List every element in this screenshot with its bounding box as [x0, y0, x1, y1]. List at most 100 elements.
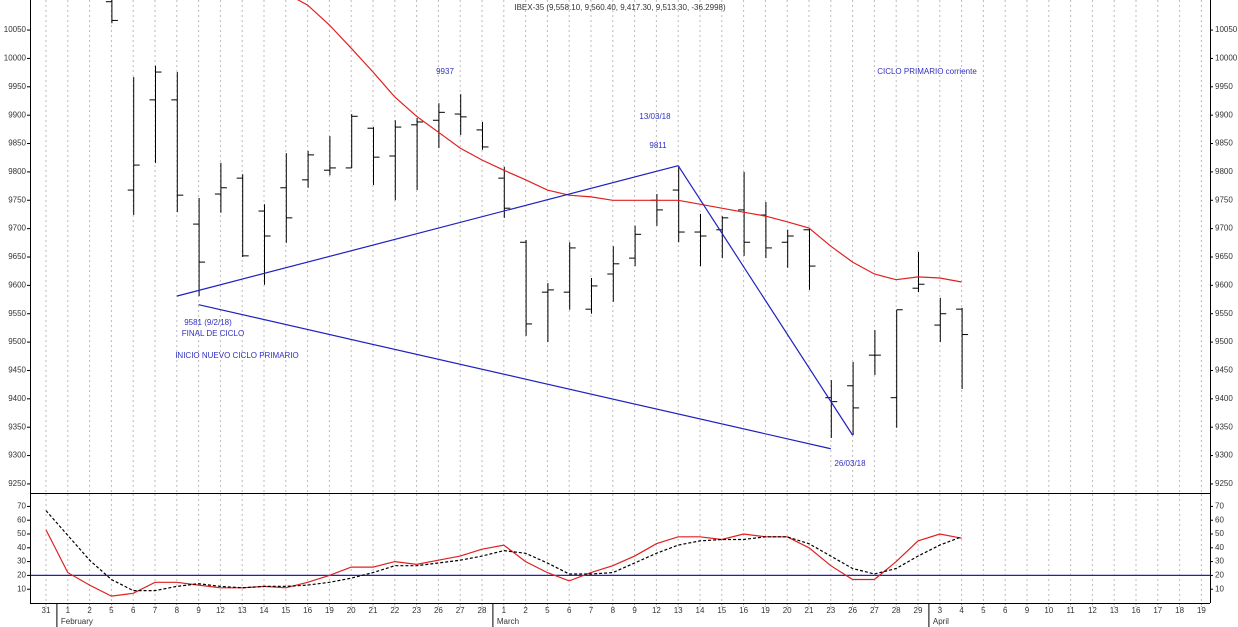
x-tick-label: 12 — [1088, 606, 1097, 615]
x-tick-label: 21 — [805, 606, 814, 615]
x-tick-label: 9 — [632, 606, 637, 615]
x-tick-label: 15 — [281, 606, 290, 615]
x-tick-label: 16 — [739, 606, 748, 615]
x-tick-label: 28 — [892, 606, 901, 615]
x-tick-label: 4 — [959, 606, 964, 615]
y-tick-label: 10000 — [4, 54, 27, 63]
y-tick-label: 9350 — [1215, 422, 1233, 431]
x-tick-label: 31 — [42, 606, 51, 615]
y-tick-label: 70 — [17, 502, 26, 511]
y-tick-label: 20 — [17, 571, 26, 580]
annotation: CICLO PRIMARIO corriente — [877, 67, 977, 76]
series-line — [45, 529, 962, 597]
annotation: 13/03/18 — [639, 112, 671, 121]
x-tick-label: 9 — [1025, 606, 1030, 615]
y-tick-label: 9600 — [1215, 280, 1233, 289]
y-tick-label: 40 — [1215, 543, 1224, 552]
x-tick-label: 22 — [390, 606, 399, 615]
x-tick-label: 27 — [456, 606, 465, 615]
x-tick-label: 6 — [1003, 606, 1008, 615]
y-tick-label: 10050 — [1215, 25, 1238, 34]
y-tick-label: 9850 — [8, 139, 26, 148]
y-tick-label: 9750 — [8, 195, 26, 204]
y-tick-label: 50 — [17, 529, 26, 538]
x-tick-label: 19 — [325, 606, 334, 615]
y-tick-label: 9550 — [8, 309, 26, 318]
y-tick-label: 10 — [17, 584, 26, 593]
price-panel — [45, 0, 1202, 493]
y-tick-label: 9300 — [8, 451, 26, 460]
series-line — [297, 0, 962, 283]
x-tick-label: 1 — [502, 606, 507, 615]
annotation: 9937 — [436, 67, 454, 76]
x-tick-label: 7 — [153, 606, 158, 615]
x-tick-label: 20 — [783, 606, 792, 615]
y-tick-label: 60 — [17, 515, 26, 524]
y-tick-label: 9900 — [8, 110, 26, 119]
month-label: April — [933, 617, 949, 626]
x-tick-label: 21 — [369, 606, 378, 615]
x-tick-label: 15 — [717, 606, 726, 615]
y-tick-label: 9350 — [8, 422, 26, 431]
y-tick-label: 9550 — [1215, 309, 1233, 318]
x-tick-label: 16 — [303, 606, 312, 615]
y-tick-label: 40 — [17, 543, 26, 552]
x-tick-label: 5 — [981, 606, 986, 615]
y-tick-label: 9400 — [1215, 394, 1233, 403]
annotation: 9581 (9/2/18) — [184, 318, 232, 327]
y-tick-label: 9500 — [8, 337, 26, 346]
x-tick-label: 20 — [347, 606, 356, 615]
x-tick-label: 5 — [545, 606, 550, 615]
y-tick-label: 9300 — [1215, 451, 1233, 460]
y-tick-label: 9700 — [1215, 224, 1233, 233]
y-tick-label: 9250 — [1215, 479, 1233, 488]
x-tick-label: 17 — [1153, 606, 1162, 615]
x-tick-label: 6 — [567, 606, 572, 615]
x-tick-label: 8 — [175, 606, 180, 615]
y-tick-label: 9750 — [1215, 195, 1233, 204]
y-tick-label: 70 — [1215, 502, 1224, 511]
x-tick-label: 28 — [478, 606, 487, 615]
y-tick-label: 9450 — [8, 366, 26, 375]
trend-line — [176, 165, 679, 297]
x-tick-label: 13 — [674, 606, 683, 615]
month-label: February — [61, 617, 93, 626]
y-tick-label: 30 — [1215, 557, 1224, 566]
y-tick-label: 50 — [1215, 529, 1224, 538]
annotation: FINAL DE CICLO — [182, 329, 244, 338]
x-tick-label: 16 — [1132, 606, 1141, 615]
x-tick-label: 13 — [238, 606, 247, 615]
y-tick-label: 9600 — [8, 280, 26, 289]
x-tick-label: 3 — [938, 606, 943, 615]
x-tick-label: 14 — [696, 606, 705, 615]
y-tick-label: 9950 — [1215, 82, 1233, 91]
x-tick-label: 2 — [87, 606, 92, 615]
y-tick-label: 9950 — [8, 82, 26, 91]
y-tick-label: 60 — [1215, 515, 1224, 524]
y-tick-label: 9700 — [8, 224, 26, 233]
x-tick-label: 1 — [66, 606, 71, 615]
y-tick-label: 9400 — [8, 394, 26, 403]
x-tick-label: 12 — [216, 606, 225, 615]
y-tick-label: 9800 — [1215, 167, 1233, 176]
x-tick-label: 5 — [109, 606, 114, 615]
y-tick-label: 20 — [1215, 571, 1224, 580]
y-tick-label: 9850 — [1215, 139, 1233, 148]
y-tick-label: 9500 — [1215, 337, 1233, 346]
annotation: 9811 — [649, 141, 667, 150]
x-tick-label: 26 — [848, 606, 857, 615]
x-tick-label: 7 — [589, 606, 594, 615]
y-tick-label: 9450 — [1215, 366, 1233, 375]
annotation: INICIO NUEVO CICLO PRIMARIO — [175, 351, 299, 360]
y-tick-label: 9250 — [8, 479, 26, 488]
y-tick-label: 9650 — [1215, 252, 1233, 261]
x-tick-label: 26 — [434, 606, 443, 615]
y-tick-label: 9800 — [8, 167, 26, 176]
x-tick-label: 13 — [1110, 606, 1119, 615]
x-tick-label: 18 — [1175, 606, 1184, 615]
x-tick-label: 10 — [1044, 606, 1053, 615]
x-tick-label: 2 — [523, 606, 528, 615]
x-tick-label: 19 — [761, 606, 770, 615]
